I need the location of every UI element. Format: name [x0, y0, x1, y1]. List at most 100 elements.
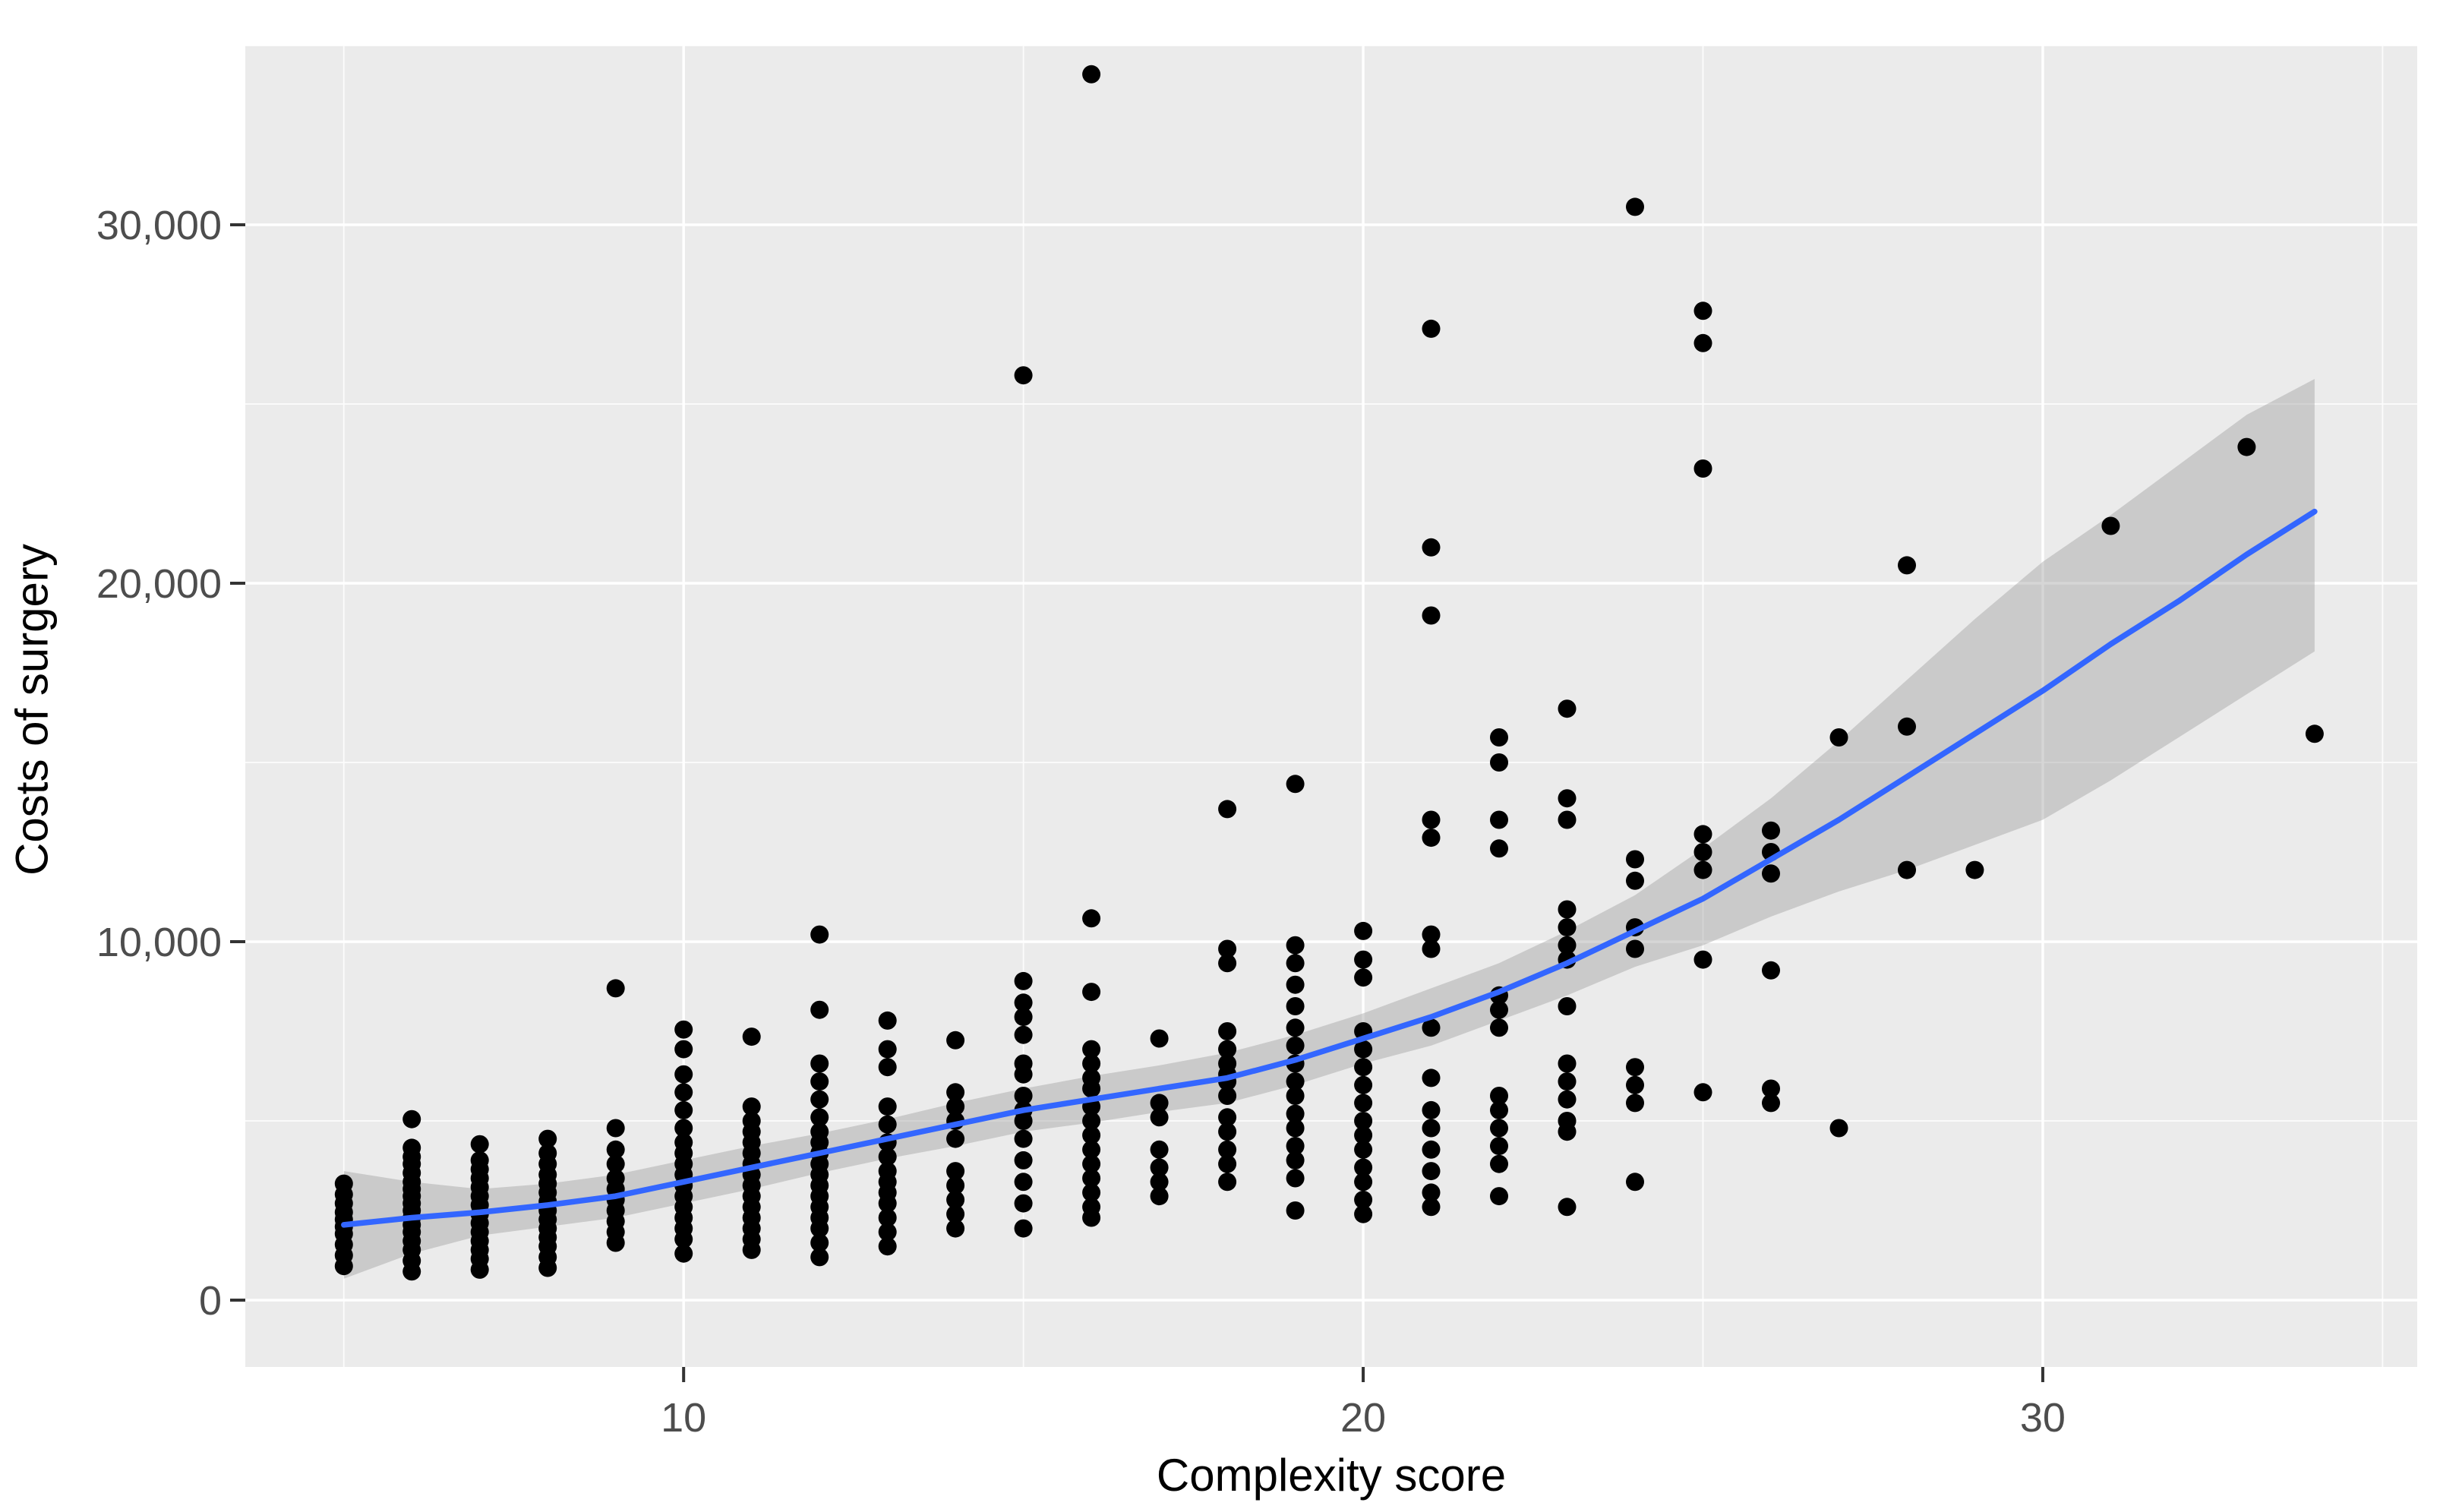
data-point [674, 1020, 693, 1039]
data-point [1082, 65, 1101, 84]
data-point [1693, 459, 1712, 478]
data-point [1014, 1219, 1033, 1238]
data-point [1014, 1087, 1033, 1105]
data-point [1014, 366, 1033, 385]
data-point [1558, 789, 1577, 808]
data-point [1422, 1183, 1441, 1202]
data-point [1762, 1079, 1780, 1098]
data-point [1558, 918, 1577, 937]
data-point [538, 1258, 557, 1277]
data-point [1490, 839, 1508, 858]
data-point [1150, 1140, 1169, 1159]
data-point [1490, 1000, 1508, 1019]
data-point [1829, 1119, 1848, 1138]
data-point [1490, 753, 1508, 772]
data-point [1286, 1151, 1305, 1170]
data-point [1286, 775, 1305, 794]
data-point [1558, 810, 1577, 829]
axis-ticks [230, 223, 2044, 1382]
data-point [1150, 1158, 1169, 1177]
data-point [1490, 1137, 1508, 1156]
data-point [674, 1040, 693, 1059]
data-point [1082, 1054, 1101, 1073]
data-point [1286, 1169, 1305, 1188]
data-point [1354, 1075, 1373, 1094]
data-point [810, 1233, 829, 1252]
data-point [946, 1190, 965, 1209]
y-tick-label: 0 [199, 1278, 222, 1324]
data-point [1422, 1162, 1441, 1181]
data-point [1898, 556, 1916, 575]
data-point [1626, 850, 1644, 869]
data-point [1014, 1065, 1033, 1084]
data-point [1422, 810, 1441, 829]
data-point [1558, 997, 1577, 1015]
data-point [946, 1097, 965, 1116]
data-point [1014, 1112, 1033, 1130]
data-point [1354, 1125, 1373, 1144]
data-point [878, 1011, 897, 1030]
data-point [674, 1244, 693, 1263]
data-point [1422, 925, 1441, 944]
data-point [1558, 1198, 1577, 1217]
data-point [742, 1027, 761, 1046]
data-point [1014, 1194, 1033, 1213]
data-point [946, 1176, 965, 1195]
data-point [1490, 810, 1508, 829]
data-point [1829, 728, 1848, 747]
data-point [1490, 1154, 1508, 1173]
data-point [1218, 1140, 1237, 1159]
data-point [1218, 1173, 1237, 1192]
data-point [1558, 699, 1577, 718]
data-point [1014, 971, 1033, 990]
data-point [1626, 1075, 1644, 1094]
data-point [1082, 1154, 1101, 1173]
data-point [1762, 961, 1780, 980]
data-point [538, 1129, 557, 1148]
data-point [1218, 1022, 1237, 1040]
data-point [606, 1119, 625, 1138]
data-point [810, 1090, 829, 1109]
data-point [402, 1262, 421, 1281]
data-point [1693, 1083, 1712, 1102]
data-point [1014, 1129, 1033, 1148]
data-point [1626, 1094, 1644, 1113]
data-point [1626, 1173, 1644, 1192]
data-point [878, 1040, 897, 1059]
data-point [1490, 728, 1508, 747]
data-point [742, 1097, 761, 1116]
data-point [1762, 1094, 1780, 1113]
data-point [1558, 1090, 1577, 1109]
data-point [810, 1054, 829, 1073]
data-point [1286, 1087, 1305, 1105]
data-point [810, 1000, 829, 1019]
data-point [810, 1248, 829, 1267]
data-point [1693, 860, 1712, 879]
data-point [606, 1233, 625, 1252]
data-point [2237, 437, 2256, 456]
data-point [946, 1162, 965, 1181]
data-point [1082, 1125, 1101, 1144]
data-point [1286, 1104, 1305, 1123]
data-point [1558, 1122, 1577, 1141]
data-point [606, 1154, 625, 1173]
data-point [1490, 1119, 1508, 1138]
data-point [470, 1135, 489, 1154]
data-point [1626, 197, 1644, 216]
data-point [1354, 1112, 1373, 1130]
data-point [1218, 939, 1237, 958]
data-point [1965, 860, 1984, 879]
data-point [1218, 1108, 1237, 1127]
data-point [1762, 864, 1780, 883]
data-point [1286, 1036, 1305, 1055]
data-point [946, 1204, 965, 1223]
data-point [1014, 993, 1033, 1012]
data-point [1422, 939, 1441, 958]
data-point [1762, 821, 1780, 840]
data-point [1014, 1008, 1033, 1027]
data-point [1082, 1112, 1101, 1130]
data-point [946, 1219, 965, 1238]
data-point [878, 1208, 897, 1227]
data-point [1490, 1187, 1508, 1206]
